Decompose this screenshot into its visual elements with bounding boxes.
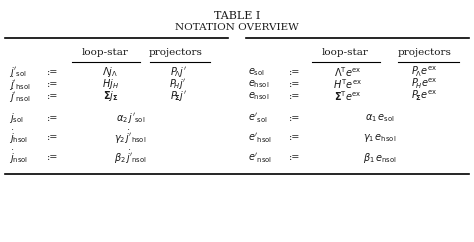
Text: $\mathit{e}_{\mathrm{hsol}}$: $\mathit{e}_{\mathrm{hsol}}$: [248, 78, 269, 90]
Text: $\mathit{H}\mathit{j}_{\mathit{H}}$: $\mathit{H}\mathit{j}_{\mathit{H}}$: [102, 77, 119, 91]
Text: NOTATION OVERVIEW: NOTATION OVERVIEW: [175, 23, 299, 31]
Text: $\boldsymbol{\Sigma}^{\mathrm{T}}\mathit{e}^{\mathrm{ex}}$: $\boldsymbol{\Sigma}^{\mathrm{T}}\mathit…: [334, 89, 362, 103]
Text: :=: :=: [47, 80, 58, 89]
Text: :=: :=: [289, 133, 301, 142]
Text: projectors: projectors: [148, 48, 202, 57]
Text: $\mathit{e}_{\mathrm{sol}}$: $\mathit{e}_{\mathrm{sol}}$: [248, 66, 265, 78]
Text: $\mathit{\Lambda}\mathit{j}_{\mathit{\Lambda}}$: $\mathit{\Lambda}\mathit{j}_{\mathit{\La…: [102, 65, 118, 79]
Text: :=: :=: [47, 153, 58, 162]
Text: $\dot{\mathit{j}}'_{\mathrm{hsol}}$: $\dot{\mathit{j}}'_{\mathrm{hsol}}$: [9, 76, 30, 93]
Text: :=: :=: [289, 80, 301, 89]
Text: loop-star: loop-star: [82, 48, 129, 57]
Text: $\mathit{\Lambda}^{\mathrm{T}}\mathit{e}^{\mathrm{ex}}$: $\mathit{\Lambda}^{\mathrm{T}}\mathit{e}…: [334, 65, 362, 79]
Text: TABLE I: TABLE I: [214, 11, 260, 21]
Text: $P_{\!\mathit{H}}\mathit{e}^{\mathrm{ex}}$: $P_{\!\mathit{H}}\mathit{e}^{\mathrm{ex}…: [411, 77, 438, 91]
Text: $P_{\!\mathit{\Lambda}}\mathit{e}^{\mathrm{ex}}$: $P_{\!\mathit{\Lambda}}\mathit{e}^{\math…: [411, 65, 438, 79]
Text: $\mathit{e}'_{\mathrm{nsol}}$: $\mathit{e}'_{\mathrm{nsol}}$: [248, 151, 272, 165]
Text: $P_{\!\boldsymbol{\Sigma}}\mathit{e}^{\mathrm{ex}}$: $P_{\!\boldsymbol{\Sigma}}\mathit{e}^{\m…: [411, 89, 438, 103]
Text: $\dot{\mathit{j}}_{\mathrm{nsol}}$: $\dot{\mathit{j}}_{\mathrm{nsol}}$: [9, 149, 28, 166]
Text: $\alpha_1\,\mathit{e}_{\mathrm{sol}}$: $\alpha_1\,\mathit{e}_{\mathrm{sol}}$: [365, 112, 394, 124]
Text: :=: :=: [289, 92, 301, 101]
Text: $\mathit{e}'_{\mathrm{hsol}}$: $\mathit{e}'_{\mathrm{hsol}}$: [248, 131, 272, 145]
Text: $\gamma_2\,\dot{\mathit{j}}'_{\mathrm{hsol}}$: $\gamma_2\,\dot{\mathit{j}}'_{\mathrm{hs…: [114, 129, 146, 146]
Text: $\mathit{e}'_{\mathrm{sol}}$: $\mathit{e}'_{\mathrm{sol}}$: [248, 111, 268, 125]
Text: :=: :=: [47, 92, 58, 101]
Text: :=: :=: [47, 68, 58, 77]
Text: :=: :=: [289, 113, 301, 122]
Text: $\dot{\mathit{j}}_{\mathrm{hsol}}$: $\dot{\mathit{j}}_{\mathrm{hsol}}$: [9, 129, 28, 146]
Text: $\mathit{j}'_{\mathrm{sol}}$: $\mathit{j}'_{\mathrm{sol}}$: [9, 65, 27, 79]
Text: $\beta_1\,\mathit{e}_{\mathrm{nsol}}$: $\beta_1\,\mathit{e}_{\mathrm{nsol}}$: [363, 151, 396, 165]
Text: $\mathit{H}^{\mathrm{T}}\mathit{e}^{\mathrm{ex}}$: $\mathit{H}^{\mathrm{T}}\mathit{e}^{\mat…: [333, 77, 362, 91]
Text: $\mathit{j}_{\mathrm{sol}}$: $\mathit{j}_{\mathrm{sol}}$: [9, 111, 24, 125]
Text: $\alpha_2\,\mathit{j}'_{\mathrm{sol}}$: $\alpha_2\,\mathit{j}'_{\mathrm{sol}}$: [116, 111, 145, 125]
Text: :=: :=: [289, 68, 301, 77]
Text: $P_{\!\mathit{\Lambda}}\mathit{j}'$: $P_{\!\mathit{\Lambda}}\mathit{j}'$: [170, 65, 187, 79]
Text: $P_{\!\boldsymbol{\Sigma}}\mathit{j}'$: $P_{\!\boldsymbol{\Sigma}}\mathit{j}'$: [170, 89, 187, 103]
Text: projectors: projectors: [398, 48, 451, 57]
Text: :=: :=: [289, 153, 301, 162]
Text: loop-star: loop-star: [321, 48, 368, 57]
Text: :=: :=: [47, 133, 58, 142]
Text: $\boldsymbol{\Sigma}\mathit{j}_{\boldsymbol{\Sigma}}$: $\boldsymbol{\Sigma}\mathit{j}_{\boldsym…: [103, 89, 118, 103]
Text: :=: :=: [47, 113, 58, 122]
Text: $\dot{\mathit{j}}'_{\mathrm{nsol}}$: $\dot{\mathit{j}}'_{\mathrm{nsol}}$: [9, 88, 30, 105]
Text: $\mathit{e}_{\mathrm{nsol}}$: $\mathit{e}_{\mathrm{nsol}}$: [248, 90, 269, 102]
Text: $\gamma_1\,\mathit{e}_{\mathrm{hsol}}$: $\gamma_1\,\mathit{e}_{\mathrm{hsol}}$: [363, 132, 396, 144]
Text: $P_{\!\mathit{H}}\mathit{j}'$: $P_{\!\mathit{H}}\mathit{j}'$: [169, 77, 187, 91]
Text: $\beta_2\,\dot{\mathit{j}}'_{\mathrm{nsol}}$: $\beta_2\,\dot{\mathit{j}}'_{\mathrm{nso…: [114, 149, 147, 166]
